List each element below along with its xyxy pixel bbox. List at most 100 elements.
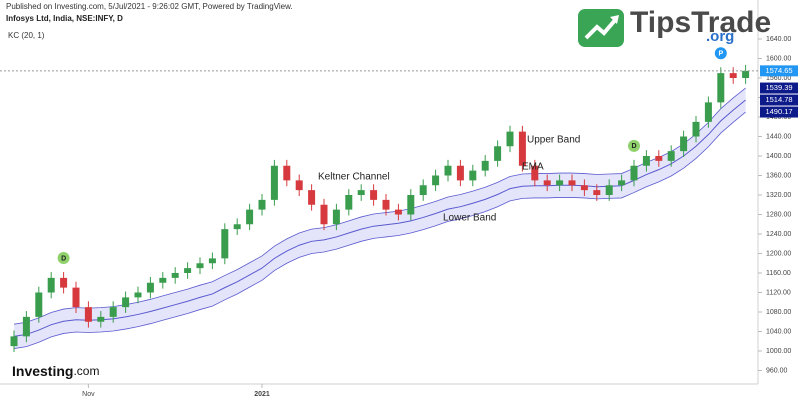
candle-body bbox=[655, 156, 663, 161]
marker-circle bbox=[714, 47, 727, 60]
candle-body bbox=[556, 180, 564, 186]
candle-body bbox=[134, 292, 142, 298]
marker-label: D bbox=[631, 143, 636, 150]
chart-title: Infosys Ltd, India, NSE:INFY, D bbox=[6, 14, 123, 23]
candle-body bbox=[407, 195, 415, 215]
candle-body bbox=[742, 70, 750, 78]
y-tick-label: 1600.00 bbox=[766, 55, 791, 62]
y-tick-label: 1200.00 bbox=[766, 250, 791, 257]
candle-body bbox=[667, 151, 675, 161]
candle-body bbox=[543, 180, 551, 186]
candle-body bbox=[72, 287, 80, 308]
band-value-box bbox=[760, 94, 798, 106]
marker-circle bbox=[57, 252, 70, 265]
candle-body bbox=[146, 282, 154, 293]
candle-body bbox=[122, 297, 130, 308]
y-tick-label: 1640.00 bbox=[766, 36, 791, 43]
candle-body bbox=[109, 307, 117, 317]
candle-body bbox=[22, 316, 30, 337]
annotation: Keltner Channel bbox=[318, 172, 390, 183]
candle-body bbox=[692, 121, 700, 137]
candle-body bbox=[221, 229, 229, 259]
band-value-label: 1514.78 bbox=[765, 95, 792, 104]
candle-body bbox=[308, 190, 316, 205]
marker-label: D bbox=[61, 255, 66, 262]
candle-body bbox=[295, 180, 303, 191]
band-line bbox=[13, 87, 746, 325]
indicator-label: KC (20, 1) bbox=[8, 31, 45, 40]
channel-fill bbox=[14, 88, 746, 349]
y-tick-label: 960.00 bbox=[766, 367, 788, 374]
candle-body bbox=[97, 316, 105, 322]
candle-body bbox=[394, 209, 402, 215]
candle-body bbox=[432, 175, 440, 186]
candle-body bbox=[717, 73, 725, 103]
candle-body bbox=[283, 165, 291, 181]
candle-body bbox=[159, 277, 167, 283]
candle-body bbox=[60, 277, 68, 288]
candle-body bbox=[233, 224, 241, 230]
y-tick-label: 1240.00 bbox=[766, 231, 791, 238]
candle-body bbox=[444, 165, 452, 176]
y-tick-label: 1360.00 bbox=[766, 172, 791, 179]
candle-body bbox=[332, 209, 340, 225]
last-price-label: 1574.65 bbox=[765, 66, 792, 75]
candle-body bbox=[246, 209, 254, 225]
band-value-label: 1490.17 bbox=[765, 107, 792, 116]
y-tick-label: 1440.00 bbox=[766, 133, 791, 140]
candle-body bbox=[171, 273, 179, 278]
y-tick-label: 1080.00 bbox=[766, 309, 791, 316]
candle-body bbox=[580, 185, 588, 191]
y-tick-label: 1320.00 bbox=[766, 192, 791, 199]
candle-body bbox=[196, 263, 204, 269]
candle-body bbox=[208, 258, 216, 264]
y-tick-label: 1120.00 bbox=[766, 289, 791, 296]
candle-body bbox=[729, 73, 737, 78]
logo-arrow-head bbox=[610, 15, 619, 24]
last-price-box bbox=[760, 65, 798, 77]
source-text: Published on Investing.com, 5/Jul/2021 -… bbox=[6, 2, 293, 11]
y-tick-label: 1000.00 bbox=[766, 348, 791, 355]
candle-body bbox=[456, 165, 464, 181]
logo-suffix: .org bbox=[706, 28, 734, 45]
x-tick-label: Nov bbox=[82, 391, 95, 398]
candle-body bbox=[419, 185, 427, 195]
brand: Investing.com bbox=[12, 363, 99, 379]
candle-body bbox=[605, 185, 613, 195]
candle-body bbox=[84, 307, 92, 322]
candle-body bbox=[494, 146, 502, 161]
band-line bbox=[13, 111, 746, 349]
candle-body bbox=[270, 165, 278, 200]
candle-body bbox=[10, 336, 18, 347]
candle-body bbox=[642, 156, 650, 166]
marker-circle bbox=[628, 139, 640, 152]
annotation: EMA bbox=[522, 162, 544, 173]
brand-suffix: .com bbox=[73, 364, 99, 378]
candle-body bbox=[680, 136, 688, 152]
y-tick-label: 1040.00 bbox=[766, 328, 791, 335]
band-value-box bbox=[760, 106, 798, 118]
candle-body bbox=[357, 190, 365, 195]
y-tick-label: 1160.00 bbox=[766, 270, 791, 277]
brand-name: Investing bbox=[12, 363, 73, 379]
candle-body bbox=[593, 190, 601, 195]
candle-body bbox=[481, 160, 489, 171]
candle-body bbox=[370, 190, 378, 200]
candle-body bbox=[320, 204, 328, 225]
logo-text: TipsTrade bbox=[630, 6, 771, 39]
candle-body bbox=[47, 277, 55, 293]
annotation: Lower Band bbox=[443, 213, 496, 224]
candle-body bbox=[469, 170, 477, 181]
candle-body bbox=[35, 292, 43, 317]
marker-label: P bbox=[718, 51, 723, 58]
x-tick-label: 2021 bbox=[254, 391, 270, 398]
candle-body bbox=[704, 102, 712, 122]
candle-body bbox=[506, 131, 514, 147]
candle-body bbox=[382, 199, 390, 210]
candle-body bbox=[184, 268, 192, 273]
candle-body bbox=[518, 131, 526, 166]
y-tick-label: 1560.00 bbox=[766, 75, 791, 82]
band-value-label: 1539.39 bbox=[765, 83, 792, 92]
